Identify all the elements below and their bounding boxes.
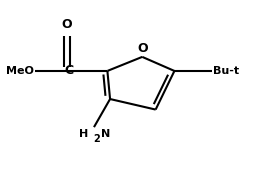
Text: 2: 2	[93, 134, 100, 144]
Text: O: O	[137, 42, 148, 55]
Text: MeO: MeO	[6, 66, 34, 76]
Text: C: C	[64, 64, 73, 78]
Text: H: H	[79, 129, 89, 139]
Text: N: N	[101, 129, 110, 139]
Text: Bu-t: Bu-t	[213, 66, 239, 76]
Text: O: O	[62, 18, 73, 31]
